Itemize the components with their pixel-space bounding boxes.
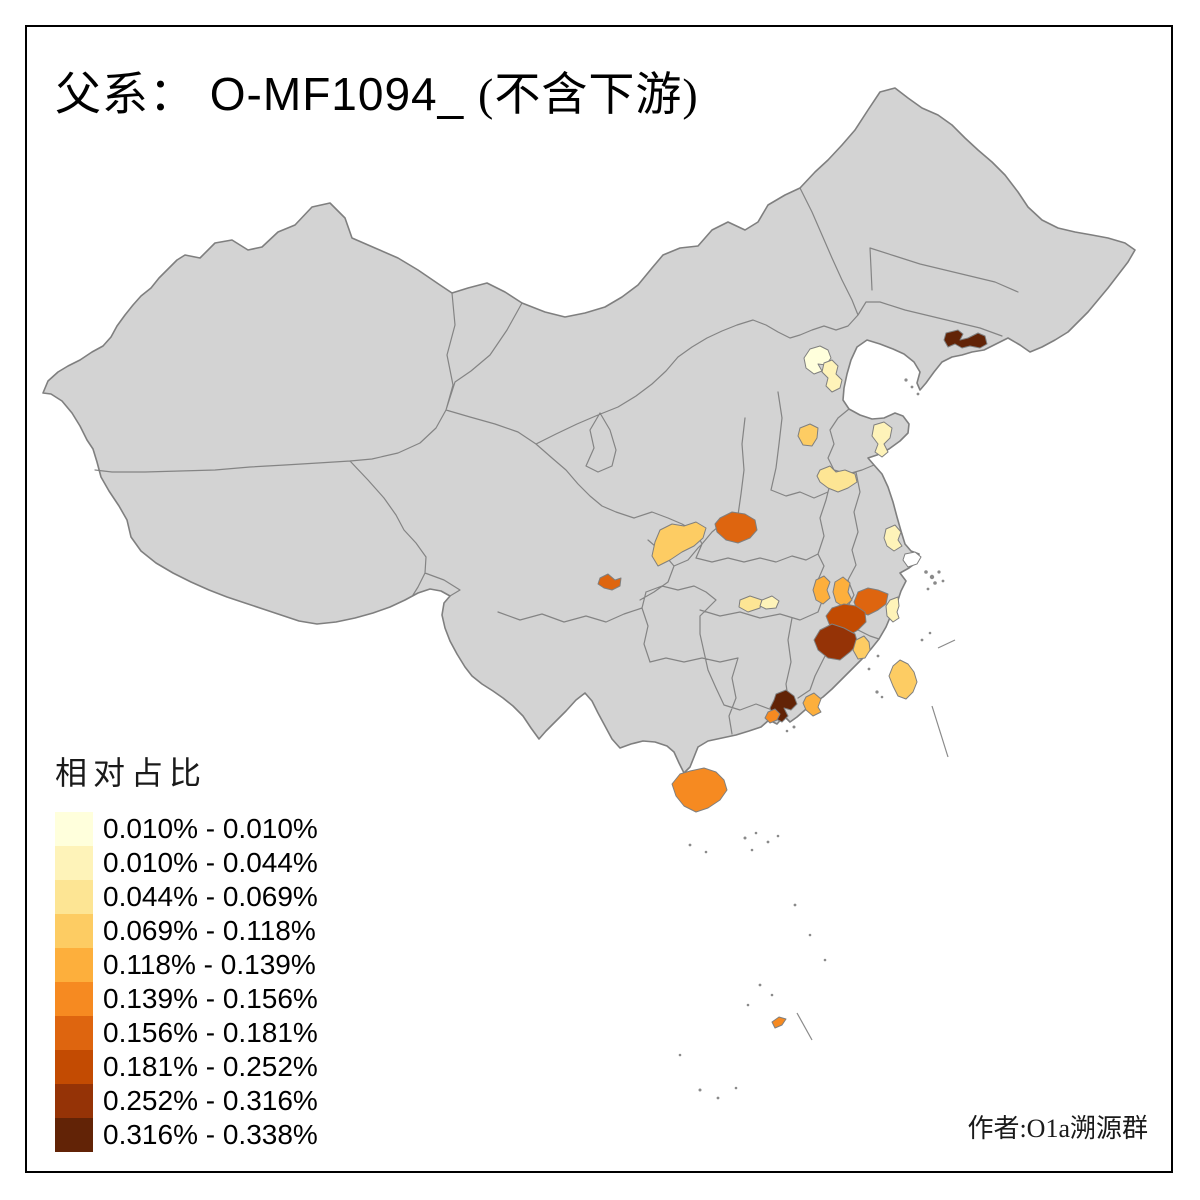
legend-row: 0.069% - 0.118% bbox=[55, 914, 318, 948]
mainland-china bbox=[42, 87, 1136, 774]
map-region-northeast-jiangxi-b bbox=[832, 576, 853, 608]
legend-swatch bbox=[55, 1084, 93, 1118]
map-region-nanyang-henan bbox=[714, 511, 758, 544]
map-region-sanming-fujian bbox=[813, 623, 859, 661]
map-region-tianjin bbox=[821, 359, 843, 393]
map-region-south-sea-islet bbox=[771, 1016, 787, 1029]
legend-row: 0.118% - 0.139% bbox=[55, 948, 318, 982]
map-region-coastal-fujian bbox=[852, 635, 871, 660]
legend-label: 0.010% - 0.010% bbox=[103, 813, 318, 844]
title-cjk-suffix: (不含下游) bbox=[478, 69, 699, 120]
map-region-shanghai-nodata bbox=[902, 551, 922, 568]
map-region-northeast-jiangxi-a bbox=[812, 575, 831, 605]
author-credit: 作者:O1a溯源群 bbox=[967, 1114, 1148, 1143]
province-borders bbox=[94, 187, 1019, 735]
map-region-north-hunan-east bbox=[759, 595, 780, 610]
legend-swatch bbox=[55, 812, 93, 846]
legend: 相对占比 0.010% - 0.010% 0.010% - 0.044% 0.0… bbox=[55, 748, 318, 1152]
legend-label: 0.156% - 0.181% bbox=[103, 1017, 318, 1048]
sea-boundary-line bbox=[796, 1012, 813, 1041]
map-region-jiangmen-guangdong bbox=[764, 708, 781, 724]
legend-label: 0.010% - 0.044% bbox=[103, 847, 318, 878]
legend-row: 0.156% - 0.181% bbox=[55, 1016, 318, 1050]
legend-swatch bbox=[55, 982, 93, 1016]
map-region-zigong-sichuan bbox=[597, 573, 622, 591]
legend-row: 0.044% - 0.069% bbox=[55, 880, 318, 914]
legend-row: 0.316% - 0.338% bbox=[55, 1118, 318, 1152]
legend-label: 0.181% - 0.252% bbox=[103, 1051, 318, 1082]
title-cjk-prefix: 父系： bbox=[55, 69, 196, 120]
legend-rows: 0.010% - 0.010% 0.010% - 0.044% 0.044% -… bbox=[55, 812, 318, 1152]
title-lineage-id: O-MF1094_ bbox=[196, 68, 478, 120]
legend-title: 相对占比 bbox=[55, 755, 208, 791]
legend-swatch bbox=[55, 1050, 93, 1084]
legend-swatch bbox=[55, 846, 93, 880]
map-region-taiwan bbox=[888, 659, 918, 700]
legend-label: 0.118% - 0.139% bbox=[103, 949, 316, 980]
legend-label: 0.069% - 0.118% bbox=[103, 915, 316, 946]
island-specks bbox=[678, 378, 956, 1100]
map-region-dazhou-sichuan bbox=[651, 521, 707, 567]
map-region-fushun-liaoning bbox=[943, 329, 988, 349]
legend-label: 0.139% - 0.156% bbox=[103, 983, 318, 1014]
map-region-huizhou-guangdong bbox=[802, 692, 822, 717]
map-region-hainan bbox=[671, 767, 728, 813]
legend-row: 0.181% - 0.252% bbox=[55, 1050, 318, 1084]
legend-swatch bbox=[55, 914, 93, 948]
map-region-coastal-zhejiang bbox=[885, 596, 900, 623]
sea-boundary-line bbox=[931, 705, 949, 758]
legend-row: 0.252% - 0.316% bbox=[55, 1084, 318, 1118]
legend-swatch bbox=[55, 1016, 93, 1050]
plot-title: 父系： O-MF1094_ (不含下游) bbox=[55, 58, 699, 124]
legend-label: 0.044% - 0.069% bbox=[103, 881, 318, 912]
map-region-beijing bbox=[803, 345, 832, 375]
legend-row: 0.010% - 0.010% bbox=[55, 812, 318, 846]
legend-label: 0.316% - 0.338% bbox=[103, 1119, 318, 1150]
map-region-north-hunan-west bbox=[738, 595, 763, 613]
map-region-heze-puyang bbox=[816, 465, 858, 493]
legend-swatch bbox=[55, 1118, 93, 1152]
legend-swatch bbox=[55, 880, 93, 914]
sea-boundary-line bbox=[937, 639, 956, 649]
legend-swatch bbox=[55, 948, 93, 982]
legend-row: 0.139% - 0.156% bbox=[55, 982, 318, 1016]
legend-label: 0.252% - 0.316% bbox=[103, 1085, 318, 1116]
map-region-changzhi-shanxi bbox=[797, 423, 819, 447]
map-region-qingdao-area bbox=[871, 421, 893, 458]
map-region-southern-jiangsu bbox=[883, 524, 903, 552]
legend-row: 0.010% - 0.044% bbox=[55, 846, 318, 880]
